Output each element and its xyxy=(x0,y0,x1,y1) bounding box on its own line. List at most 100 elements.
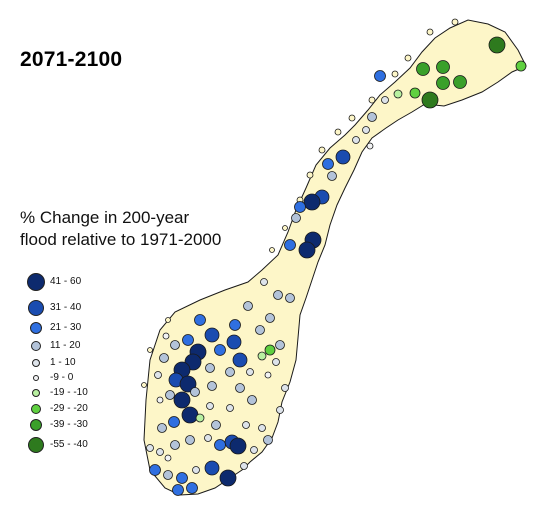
station-marker xyxy=(257,351,267,361)
station-marker xyxy=(226,334,242,350)
station-marker xyxy=(250,446,258,454)
coast-islands xyxy=(141,18,459,388)
station-marker xyxy=(204,327,220,343)
legend-label: 21 - 30 xyxy=(50,322,82,333)
station-marker xyxy=(240,462,248,470)
station-marker xyxy=(381,96,389,104)
norway-land xyxy=(143,19,527,496)
legend-label: -29 - -20 xyxy=(50,403,88,414)
station-marker xyxy=(154,371,162,379)
station-marker xyxy=(149,464,161,476)
station-marker xyxy=(176,472,188,484)
legend-symbol xyxy=(31,341,41,351)
station-marker xyxy=(211,420,221,430)
station-marker xyxy=(146,444,154,452)
legend-item: -19 - -10 xyxy=(28,383,138,403)
station-marker xyxy=(206,402,214,410)
station-marker xyxy=(164,454,172,462)
station-marker xyxy=(165,390,175,400)
station-marker xyxy=(264,371,272,379)
station-marker xyxy=(255,325,265,335)
station-marker xyxy=(163,470,173,480)
station-marker xyxy=(285,293,295,303)
legend-item: 31 - 40 xyxy=(28,298,138,318)
station-marker xyxy=(190,387,200,397)
station-marker xyxy=(421,91,439,109)
station-marker xyxy=(436,76,450,90)
station-marker xyxy=(219,469,237,487)
legend-label: 11 - 20 xyxy=(50,340,81,351)
station-marker xyxy=(195,413,205,423)
station-marker xyxy=(275,340,285,350)
station-marker xyxy=(186,482,198,494)
legend-symbol xyxy=(32,359,40,367)
legend-title: % Change in 200-year flood relative to 1… xyxy=(20,207,221,251)
legend-label: 31 - 40 xyxy=(50,302,82,313)
station-marker xyxy=(260,278,268,286)
station-marker xyxy=(362,126,370,134)
station-marker xyxy=(247,395,257,405)
legend-title-line-1: % Change in 200-year xyxy=(20,208,190,227)
legend-symbol xyxy=(28,437,44,453)
station-marker xyxy=(156,396,164,404)
station-marker xyxy=(162,332,170,340)
station-marker xyxy=(272,358,280,366)
station-marker xyxy=(246,368,254,376)
station-marker xyxy=(322,158,334,170)
station-marker xyxy=(263,435,273,445)
station-marker xyxy=(204,460,220,476)
station-marker xyxy=(453,75,467,89)
station-marker xyxy=(273,290,283,300)
station-marker xyxy=(374,70,386,82)
station-marker xyxy=(194,314,206,326)
legend-item: 11 - 20 xyxy=(28,336,138,356)
station-marker xyxy=(192,466,200,474)
station-marker xyxy=(294,201,306,213)
station-marker xyxy=(170,340,180,350)
station-marker xyxy=(235,383,245,393)
station-marker xyxy=(393,89,403,99)
station-marker xyxy=(204,434,212,442)
station-marker xyxy=(173,391,191,409)
legend-symbol xyxy=(33,375,39,381)
station-marker xyxy=(157,423,167,433)
station-marker xyxy=(291,213,301,223)
station-marker xyxy=(168,416,180,428)
station-marker xyxy=(436,60,450,74)
station-marker xyxy=(327,171,337,181)
station-marker xyxy=(185,435,195,445)
station-marker xyxy=(229,437,247,455)
station-marker xyxy=(281,384,289,392)
station-marker xyxy=(335,149,351,165)
station-marker xyxy=(214,344,226,356)
legend-symbol xyxy=(30,322,42,334)
station-marker xyxy=(182,334,194,346)
station-marker xyxy=(243,301,253,311)
legend-item: 1 - 10 xyxy=(28,353,138,373)
station-marker xyxy=(170,440,180,450)
map-title: 2071-2100 xyxy=(20,48,123,71)
station-marker xyxy=(409,87,421,99)
station-marker xyxy=(276,406,284,414)
legend-symbol xyxy=(28,300,44,316)
station-marker xyxy=(298,241,316,259)
legend-symbol xyxy=(27,273,45,291)
station-marker xyxy=(258,424,266,432)
station-marker xyxy=(515,60,527,72)
station-marker xyxy=(179,375,197,393)
station-marker xyxy=(303,193,321,211)
legend-title-line-2: flood relative to 1971-2000 xyxy=(20,230,222,249)
station-marker xyxy=(159,353,169,363)
legend-item: -55 - -40 xyxy=(28,435,138,455)
legend-symbol xyxy=(31,404,41,414)
station-marker xyxy=(172,484,184,496)
station-marker xyxy=(214,439,226,451)
station-marker xyxy=(242,421,250,429)
station-marker xyxy=(416,62,430,76)
station-marker xyxy=(488,36,506,54)
legend-label: -39 - -30 xyxy=(50,419,88,430)
station-marker xyxy=(207,381,217,391)
legend-label: 41 - 60 xyxy=(50,276,82,287)
station-marker xyxy=(232,352,248,368)
